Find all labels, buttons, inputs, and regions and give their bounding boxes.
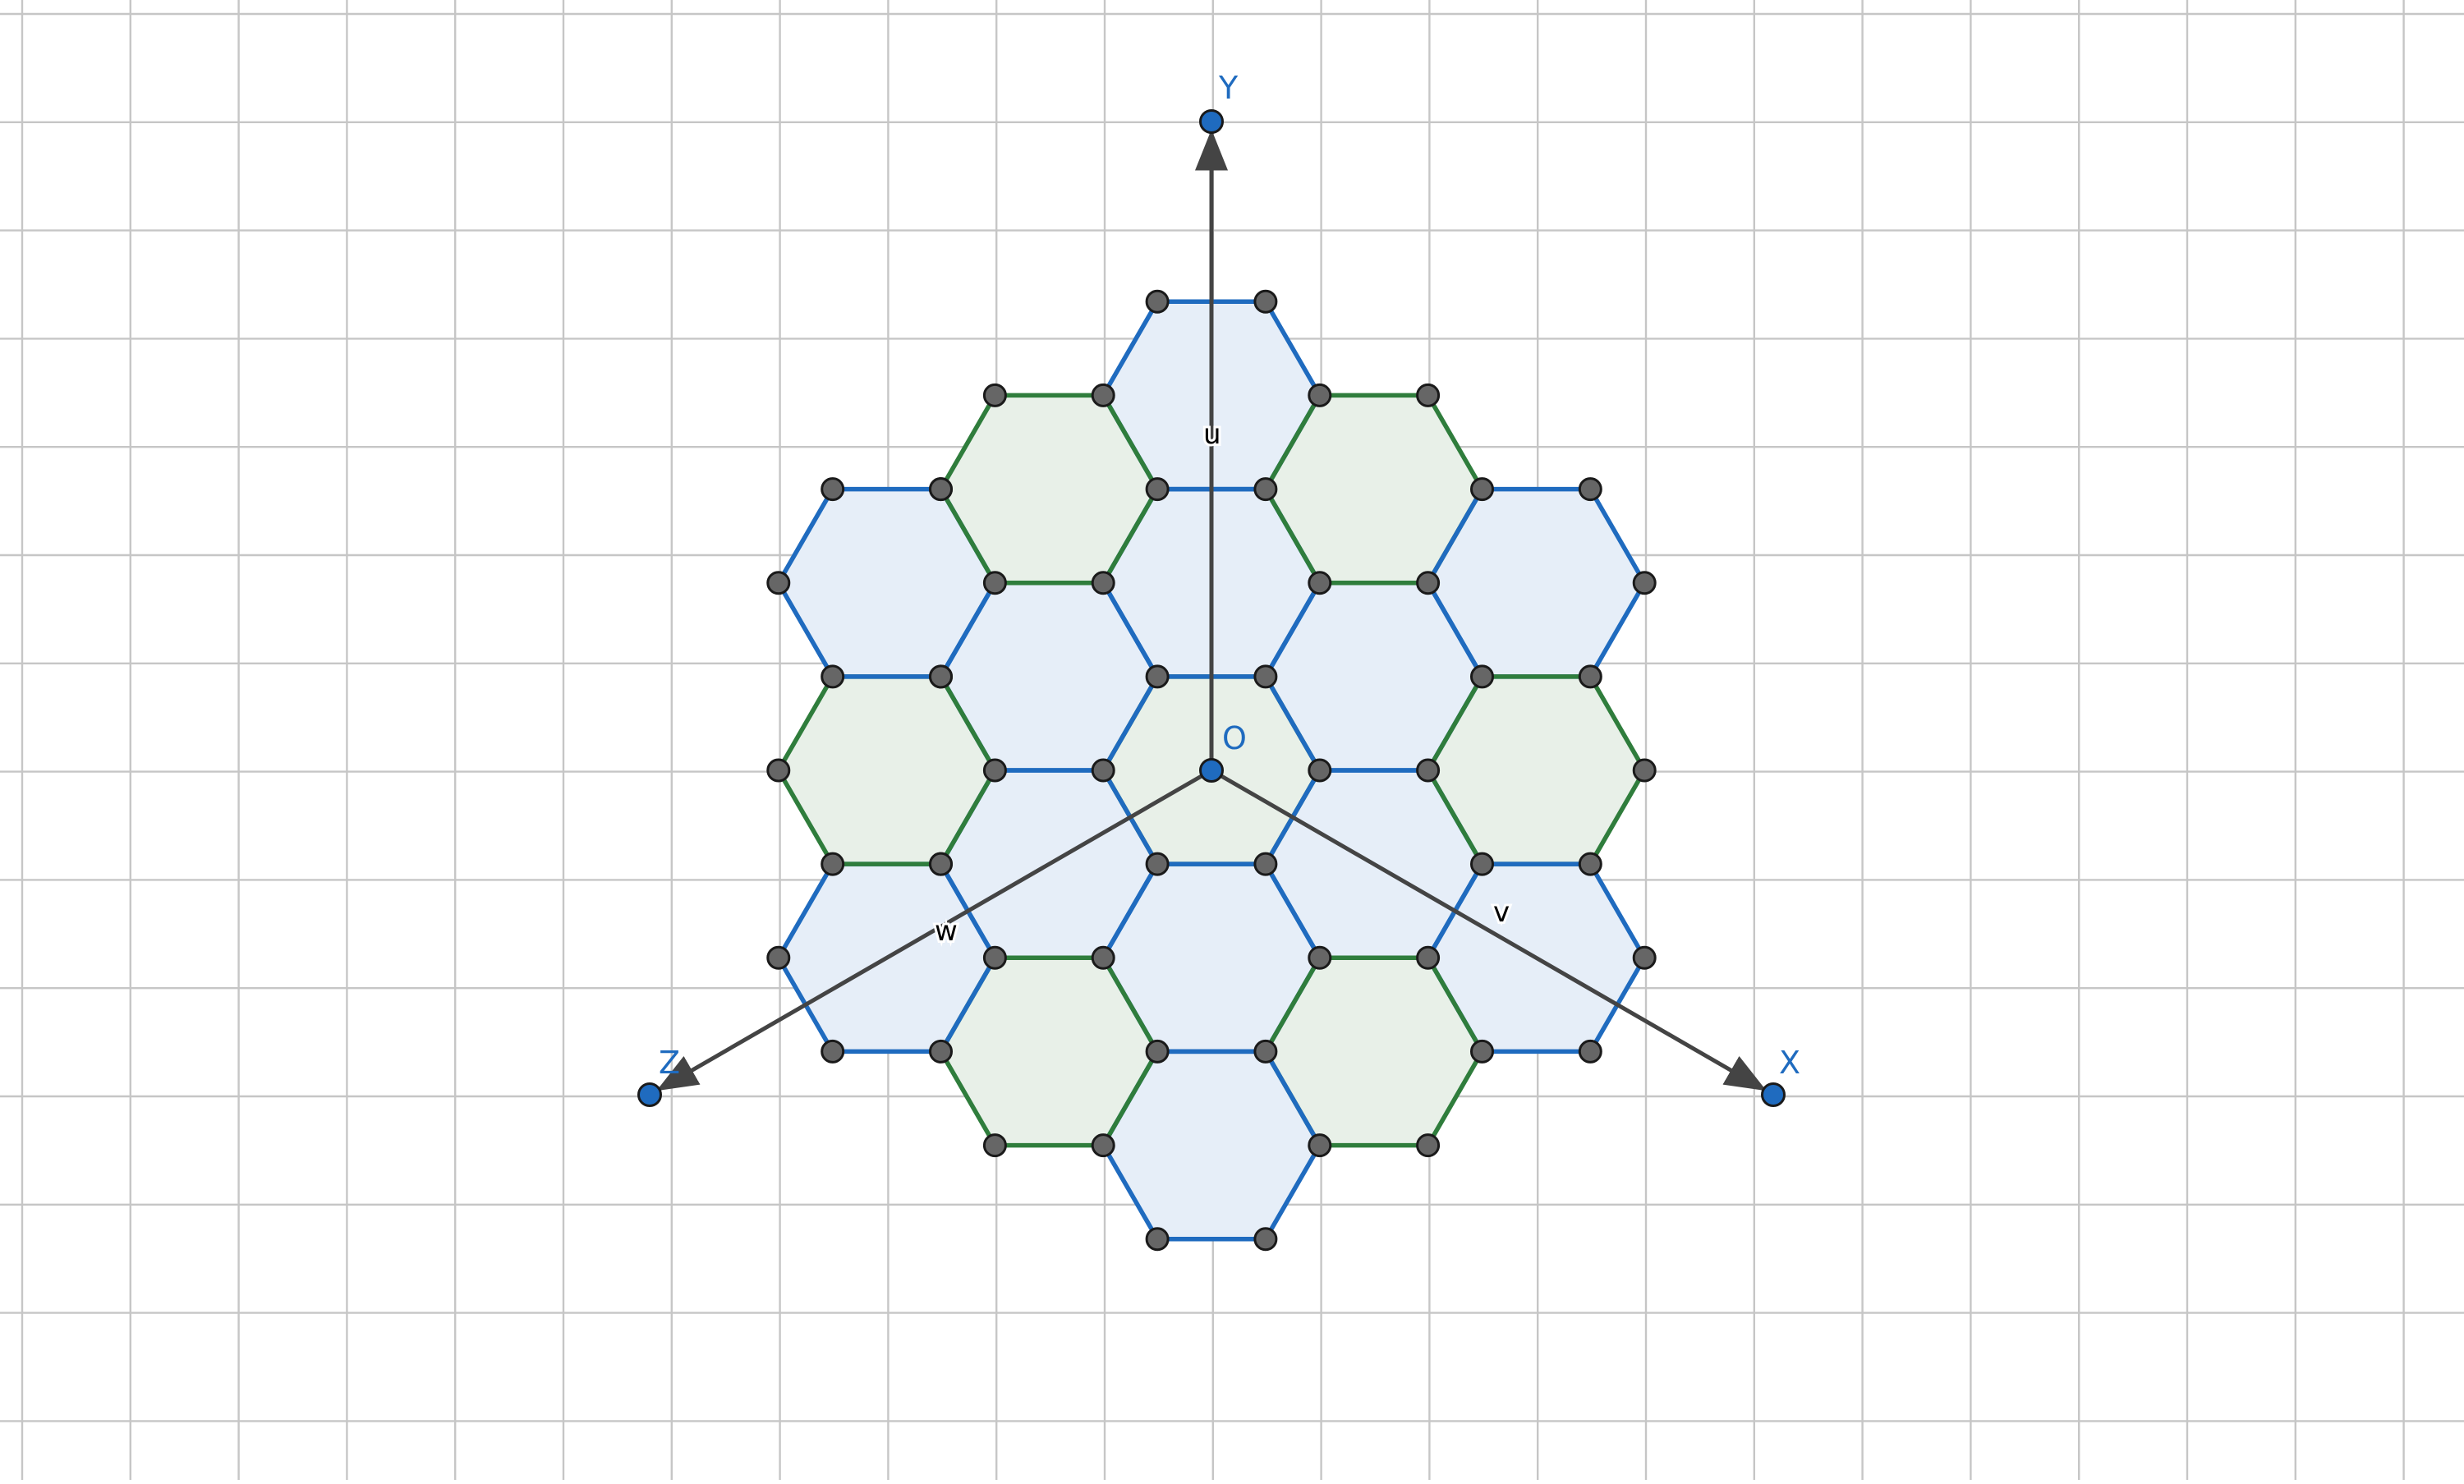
lattice-vertex[interactable] (822, 853, 844, 875)
lattice-vertex[interactable] (1418, 947, 1439, 968)
lattice-vertex[interactable] (1255, 853, 1276, 875)
lattice-vertex[interactable] (1255, 1041, 1276, 1062)
lattice-vertex[interactable] (822, 479, 844, 500)
lattice-vertex[interactable] (1309, 572, 1331, 594)
lattice-vertex[interactable] (931, 1041, 952, 1062)
lattice-vertex[interactable] (1634, 572, 1655, 594)
lattice-vertex[interactable] (768, 947, 789, 968)
point-label-O: O (1222, 720, 1247, 756)
lattice-vertex[interactable] (1418, 760, 1439, 781)
lattice-vertex[interactable] (1418, 384, 1439, 406)
point-label-Z: Z (659, 1045, 680, 1081)
lattice-vertex[interactable] (984, 384, 1005, 406)
lattice-vertex[interactable] (1255, 1229, 1276, 1250)
lattice-vertex[interactable] (1092, 572, 1114, 594)
lattice-vertex[interactable] (1309, 384, 1331, 406)
lattice-vertex[interactable] (822, 666, 844, 687)
lattice-vertex[interactable] (768, 572, 789, 594)
lattice-vertex[interactable] (931, 479, 952, 500)
point-Z[interactable] (639, 1084, 661, 1106)
lattice-vertex[interactable] (1092, 1135, 1114, 1156)
lattice-vertex[interactable] (1147, 1229, 1168, 1250)
lattice-vertex[interactable] (1309, 947, 1331, 968)
lattice-vertex[interactable] (1309, 760, 1331, 781)
lattice-vertex[interactable] (1092, 760, 1114, 781)
point-label-X: X (1779, 1045, 1800, 1081)
lattice-vertex[interactable] (1418, 572, 1439, 594)
lattice-vertex[interactable] (1472, 479, 1493, 500)
lattice-vertex[interactable] (984, 1135, 1005, 1156)
lattice-vertex[interactable] (1579, 1041, 1601, 1062)
lattice-vertex[interactable] (1092, 384, 1114, 406)
lattice-vertex[interactable] (984, 947, 1005, 968)
lattice-vertex[interactable] (984, 572, 1005, 594)
point-label-Y: Y (1218, 70, 1239, 106)
lattice-vertex[interactable] (1634, 947, 1655, 968)
lattice-vertex[interactable] (984, 760, 1005, 781)
lattice-vertex[interactable] (1255, 291, 1276, 312)
lattice-vertex[interactable] (1472, 666, 1493, 687)
vector-label-v: v (1493, 896, 1510, 929)
lattice-vertex[interactable] (1472, 1041, 1493, 1062)
lattice-vertex[interactable] (1147, 479, 1168, 500)
point-Y[interactable] (1201, 111, 1223, 133)
lattice-vertex[interactable] (1579, 479, 1601, 500)
lattice-vertex[interactable] (1147, 853, 1168, 875)
point-O[interactable] (1201, 760, 1223, 782)
lattice-vertex[interactable] (1147, 291, 1168, 312)
lattice-vertex[interactable] (1147, 666, 1168, 687)
lattice-vertex[interactable] (931, 666, 952, 687)
lattice-vertex[interactable] (1092, 947, 1114, 968)
point-X[interactable] (1763, 1084, 1785, 1106)
lattice-vertex[interactable] (1147, 1041, 1168, 1062)
lattice-vertex[interactable] (1579, 853, 1601, 875)
lattice-vertex[interactable] (1634, 760, 1655, 781)
lattice-vertex[interactable] (1472, 853, 1493, 875)
lattice-vertex[interactable] (1579, 666, 1601, 687)
lattice-vertex[interactable] (1309, 1135, 1331, 1156)
vector-label-u: u (1203, 418, 1221, 451)
lattice-vertex[interactable] (1255, 666, 1276, 687)
lattice-vertex[interactable] (931, 853, 952, 875)
lattice-vertex[interactable] (822, 1041, 844, 1062)
lattice-vertex[interactable] (768, 760, 789, 781)
vector-label-w: w (935, 915, 958, 948)
lattice-vertex[interactable] (1255, 479, 1276, 500)
lattice-vertex[interactable] (1418, 1135, 1439, 1156)
